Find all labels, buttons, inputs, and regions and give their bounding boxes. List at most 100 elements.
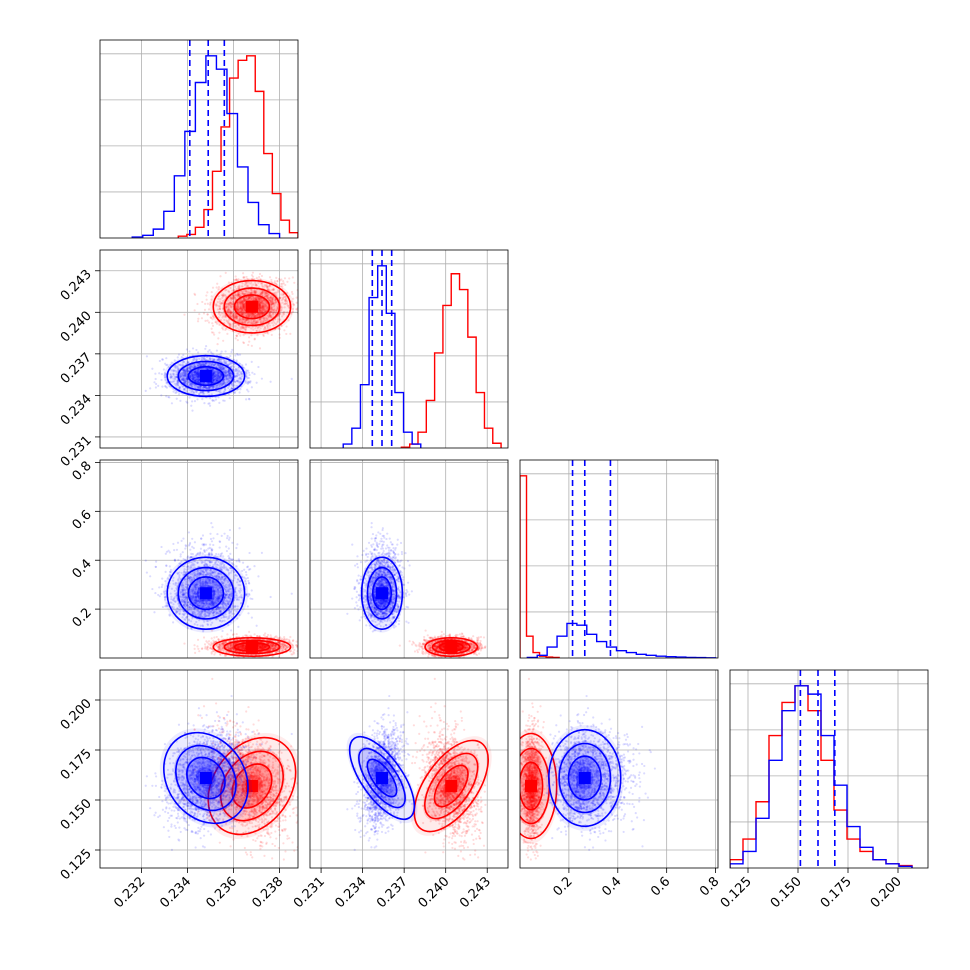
sample-point xyxy=(269,300,272,303)
sample-point xyxy=(198,312,201,316)
sample-point xyxy=(257,307,260,310)
sample-point xyxy=(213,653,216,656)
sample-point xyxy=(277,289,280,292)
sample-point xyxy=(270,333,273,336)
sample-point xyxy=(277,317,280,321)
sample-point xyxy=(230,296,233,299)
sample-point xyxy=(210,298,213,301)
sample-point xyxy=(241,301,245,304)
sample-point xyxy=(272,288,275,291)
sample-point xyxy=(268,310,271,313)
sample-point xyxy=(244,308,247,312)
histogram-red xyxy=(400,273,502,448)
sample-point xyxy=(272,288,275,291)
sample-point xyxy=(253,337,256,340)
sample-point xyxy=(266,286,269,289)
contour-line xyxy=(223,287,281,327)
sample-point xyxy=(263,295,266,298)
sample-point xyxy=(242,300,245,303)
sample-point xyxy=(243,318,246,321)
sample-point xyxy=(254,314,257,318)
sample-point xyxy=(243,299,247,302)
sample-point xyxy=(238,311,241,315)
sample-point xyxy=(231,296,234,300)
sample-point xyxy=(205,298,208,301)
sample-point xyxy=(261,313,264,316)
sample-point xyxy=(248,282,251,285)
sample-point xyxy=(279,312,282,316)
sample-point xyxy=(269,314,272,317)
sample-point xyxy=(267,316,270,319)
sample-point xyxy=(239,318,243,322)
sample-point xyxy=(259,297,262,300)
sample-point xyxy=(261,284,264,287)
sample-point xyxy=(230,298,233,301)
sample-point xyxy=(160,394,163,397)
sample-point xyxy=(266,295,269,298)
sample-point xyxy=(239,311,242,314)
sample-point xyxy=(274,282,278,285)
sample-point xyxy=(234,313,238,316)
sample-point xyxy=(240,311,243,314)
sample-point xyxy=(245,298,248,301)
sample-point xyxy=(217,312,221,315)
sample-point xyxy=(234,354,237,357)
sample-point xyxy=(259,308,262,311)
sample-point xyxy=(272,324,275,327)
sample-point xyxy=(214,375,218,378)
sample-point xyxy=(277,655,281,658)
sample-point xyxy=(222,314,225,317)
sample-point xyxy=(260,298,263,301)
sample-point xyxy=(227,308,231,311)
sample-point xyxy=(244,314,248,317)
sample-point xyxy=(232,322,235,325)
sample-point xyxy=(244,320,247,323)
sample-point xyxy=(254,281,257,284)
sample-point xyxy=(263,309,266,313)
sample-point xyxy=(250,291,253,294)
sample-point xyxy=(231,314,234,317)
sample-point xyxy=(266,285,269,289)
sample-point xyxy=(231,314,235,317)
sample-point xyxy=(210,331,214,334)
sample-point xyxy=(270,301,274,304)
sample-point xyxy=(227,308,230,311)
sample-point xyxy=(265,284,268,287)
sample-point xyxy=(265,294,269,298)
sample-point xyxy=(215,303,218,306)
sample-point xyxy=(261,301,264,304)
sample-point xyxy=(255,321,258,325)
sample-point xyxy=(256,321,259,324)
sample-point xyxy=(232,303,235,306)
y-tick-label: 0.237 xyxy=(58,350,95,387)
sample-point xyxy=(235,314,238,317)
sample-point xyxy=(247,297,251,300)
sample-point xyxy=(229,301,232,304)
sample-point xyxy=(225,319,228,322)
sample-point xyxy=(261,312,265,315)
sample-point xyxy=(256,298,259,301)
sample-point xyxy=(257,300,260,303)
sample-point xyxy=(281,301,284,304)
sample-point xyxy=(191,409,194,412)
sample-point xyxy=(299,303,301,305)
sample-point xyxy=(284,295,287,299)
sample-point xyxy=(160,372,163,376)
sample-point xyxy=(291,310,294,313)
sample-point xyxy=(241,313,244,316)
sample-point xyxy=(237,292,240,295)
sample-point xyxy=(230,311,233,314)
sample-point xyxy=(254,322,257,325)
sample-point xyxy=(273,280,276,283)
sample-point xyxy=(270,303,273,306)
sample-point xyxy=(272,301,275,305)
sample-point xyxy=(229,312,233,315)
sample-point xyxy=(253,290,257,293)
sample-point xyxy=(162,368,165,371)
sample-point xyxy=(237,306,240,309)
sample-point xyxy=(286,280,289,283)
sample-point xyxy=(241,326,245,329)
sample-point xyxy=(244,325,247,329)
sample-point xyxy=(234,293,237,297)
sample-point xyxy=(247,314,250,318)
